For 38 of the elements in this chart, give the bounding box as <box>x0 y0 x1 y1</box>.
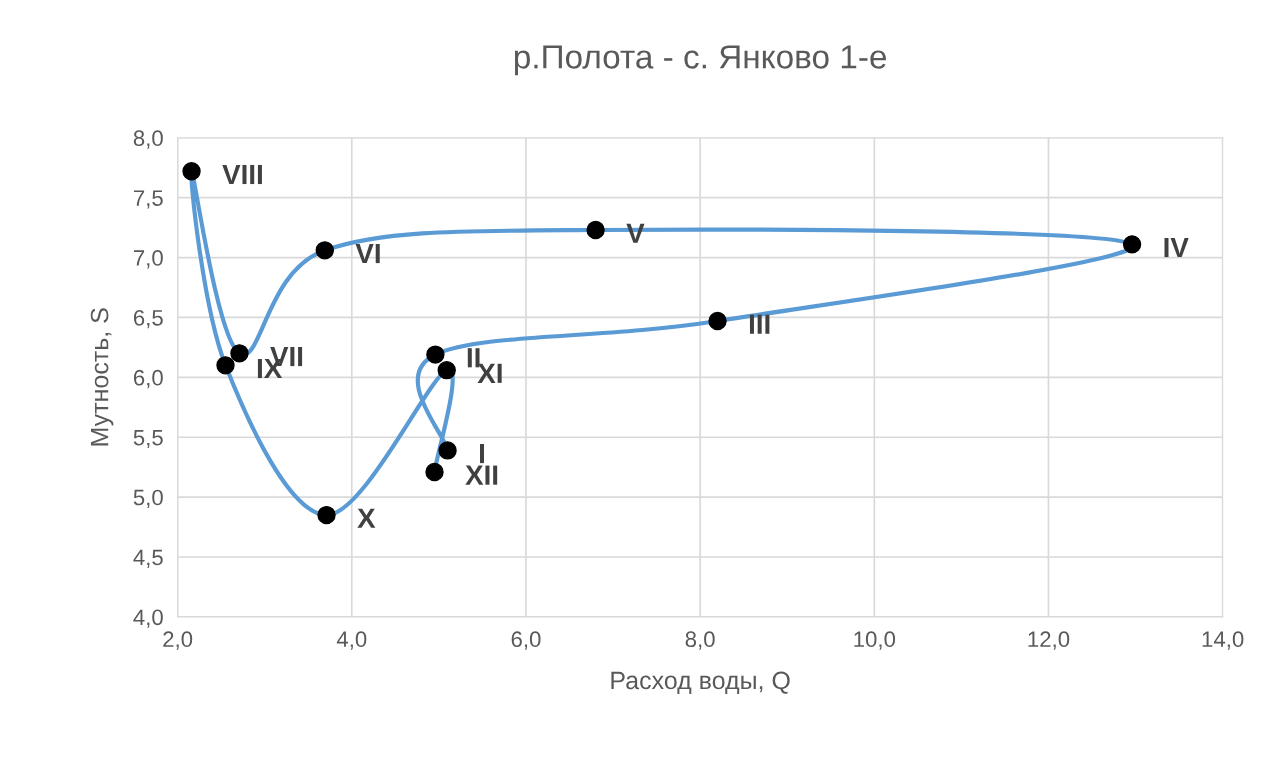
y-axis-title: Мутность, S <box>90 308 114 446</box>
annotation: X <box>357 508 376 528</box>
x-tick-label: 4,0 <box>336 631 367 650</box>
y-tick-label: 4,0 <box>133 609 163 628</box>
x-tick-label: 2,0 <box>163 631 193 650</box>
point <box>425 462 444 482</box>
y-tick-label: 8,0 <box>133 130 163 149</box>
x-tick-label: 6,0 <box>511 631 541 650</box>
annotation: VIII <box>222 164 262 185</box>
x-tick-label: 8,0 <box>685 631 715 650</box>
point <box>586 220 605 240</box>
point <box>216 356 235 375</box>
point <box>315 241 334 260</box>
point <box>1122 235 1142 254</box>
annotation: VI <box>355 243 380 264</box>
chart-title: р.Полота - с. Янково 1-е <box>514 45 886 76</box>
annotation: I <box>479 444 484 464</box>
x-tick-label: 14,0 <box>1202 631 1244 650</box>
annotation: IV <box>1164 238 1189 258</box>
y-tick-label: 6,0 <box>133 369 163 389</box>
annotation: III <box>749 314 770 334</box>
y-tick-label: 4,5 <box>133 549 163 568</box>
point <box>438 441 457 460</box>
point <box>708 311 727 331</box>
x-axis-title: Расход воды, Q <box>611 671 790 695</box>
point <box>317 505 336 525</box>
y-tick-label: 7,5 <box>133 190 163 209</box>
point <box>437 360 456 380</box>
y-tick-label: 5,5 <box>133 429 163 449</box>
y-tick-label: 7,0 <box>133 250 163 269</box>
y-tick-label: 6,5 <box>133 309 163 329</box>
point <box>230 344 249 363</box>
annotation: XII <box>465 465 498 485</box>
x-tick-label: 10,0 <box>854 631 896 650</box>
y-tick-label: 5,0 <box>133 489 163 508</box>
point <box>182 162 201 181</box>
point <box>426 345 445 364</box>
x-tick-label: 12,0 <box>1028 631 1070 650</box>
